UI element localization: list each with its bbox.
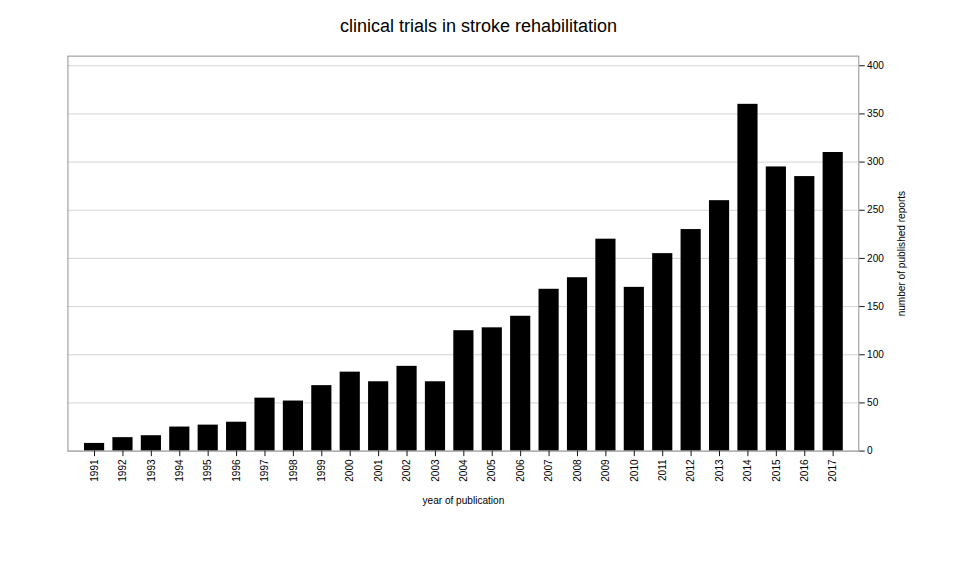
svg-text:1991: 1991 xyxy=(89,459,100,482)
svg-text:2014: 2014 xyxy=(742,459,753,482)
svg-text:400: 400 xyxy=(867,60,884,71)
svg-text:2001: 2001 xyxy=(373,459,384,482)
svg-text:2009: 2009 xyxy=(600,459,611,482)
svg-text:number of published reports: number of published reports xyxy=(896,191,907,317)
svg-text:1996: 1996 xyxy=(231,459,242,482)
svg-text:2010: 2010 xyxy=(629,459,640,482)
svg-text:year of publication: year of publication xyxy=(422,495,504,506)
svg-text:50: 50 xyxy=(867,397,879,408)
html-text:clinical trials in stroke reha: clinical trials in stroke rehabilitation xyxy=(339,16,618,36)
svg-text:1998: 1998 xyxy=(288,459,299,482)
svg-text:1992: 1992 xyxy=(117,459,128,482)
svg-text:2003: 2003 xyxy=(430,459,441,482)
svg-text:2016: 2016 xyxy=(799,459,810,482)
svg-text:2004: 2004 xyxy=(458,459,469,482)
svg-text:200: 200 xyxy=(867,253,884,264)
svg-text:2015: 2015 xyxy=(771,459,782,482)
svg-text:1997: 1997 xyxy=(259,459,270,482)
svg-text:300: 300 xyxy=(867,156,884,167)
svg-text:250: 250 xyxy=(867,204,884,215)
svg-text:2013: 2013 xyxy=(714,459,725,482)
svg-text:350: 350 xyxy=(867,108,884,119)
svg-text:1994: 1994 xyxy=(174,459,185,482)
svg-text:150: 150 xyxy=(867,301,884,312)
svg-text:2012: 2012 xyxy=(685,459,696,482)
svg-text:2017: 2017 xyxy=(827,459,838,482)
svg-text:2005: 2005 xyxy=(486,459,497,482)
svg-text:1993: 1993 xyxy=(146,459,157,482)
svg-text:0: 0 xyxy=(867,445,873,456)
svg-text:2000: 2000 xyxy=(344,459,355,482)
svg-text:2002: 2002 xyxy=(401,459,412,482)
svg-text:2008: 2008 xyxy=(572,459,583,482)
svg-text:2007: 2007 xyxy=(543,459,554,482)
svg-text:1995: 1995 xyxy=(202,459,213,482)
svg-text:2011: 2011 xyxy=(657,459,668,481)
svg-text:1999: 1999 xyxy=(316,459,327,482)
svg-text:2006: 2006 xyxy=(515,459,526,482)
svg-text:100: 100 xyxy=(867,349,884,360)
